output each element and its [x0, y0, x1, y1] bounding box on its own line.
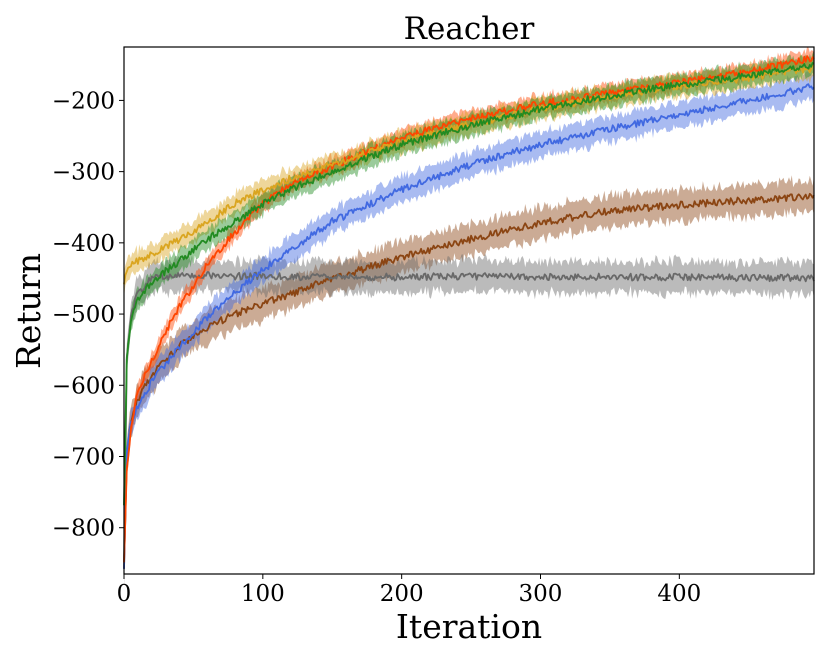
y-tick-label: −600 — [52, 373, 115, 399]
y-tick-label: −800 — [52, 516, 115, 542]
series-4-line — [123, 192, 815, 569]
series-1-line — [123, 62, 815, 506]
series-0-band — [124, 46, 814, 573]
series-0-line — [123, 55, 815, 563]
x-axis-ticks: 0 100 200 300 400 — [117, 574, 701, 607]
y-tick-label: −300 — [52, 160, 115, 186]
y-axis-label: Return — [9, 253, 48, 369]
series-3-line — [123, 83, 815, 569]
x-axis-label: Iteration — [396, 607, 542, 646]
x-tick-label: 400 — [657, 581, 701, 607]
y-tick-label: −400 — [52, 231, 115, 257]
series-3-band — [124, 71, 814, 585]
y-tick-label: −500 — [52, 302, 115, 328]
y-tick-label: −700 — [52, 444, 115, 470]
series-layer — [123, 46, 815, 588]
x-tick-label: 200 — [380, 581, 424, 607]
x-tick-label: 100 — [241, 581, 285, 607]
y-axis-ticks: −800 −700 −600 −500 −400 −300 −200 — [52, 88, 124, 542]
chart-title: Reacher — [404, 11, 535, 47]
y-tick-label: −200 — [52, 88, 115, 114]
series-5-line — [123, 271, 815, 562]
x-tick-label: 300 — [519, 581, 563, 607]
x-tick-label: 0 — [117, 581, 132, 607]
series-5-band — [124, 253, 814, 581]
plot-frame — [123, 46, 815, 575]
